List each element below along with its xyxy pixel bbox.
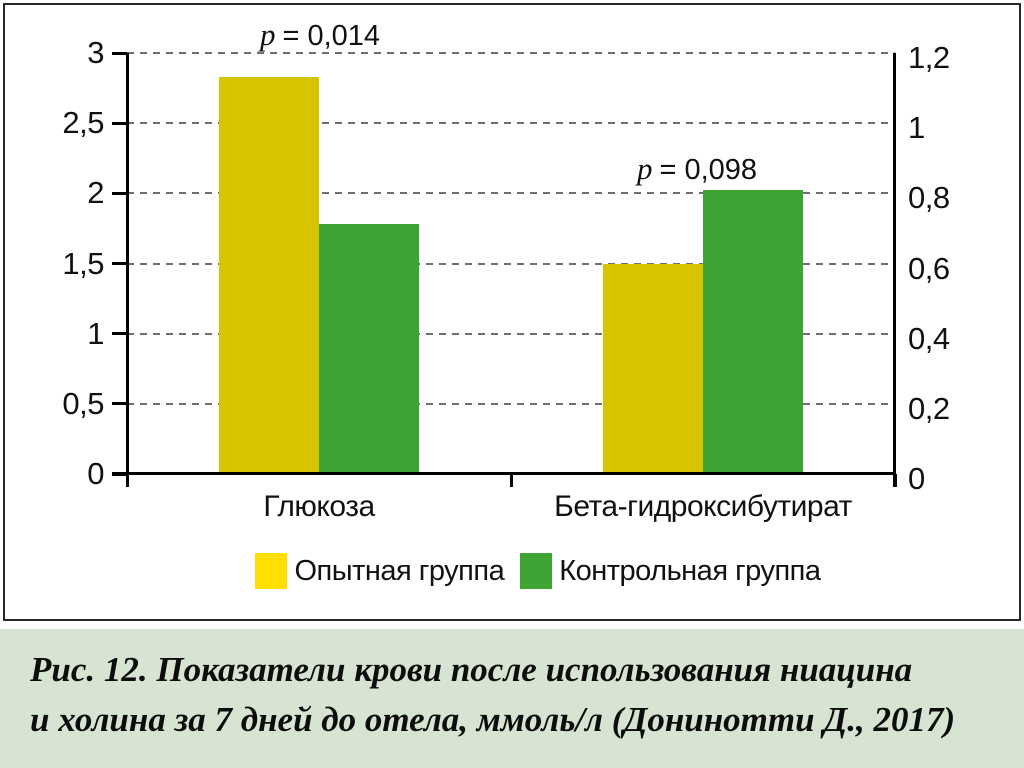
x-axis-tick: [509, 474, 513, 487]
gridline: [127, 52, 895, 54]
x-axis-tick: [125, 474, 129, 487]
experimental-group-swatch: [255, 553, 288, 589]
caption-line-2: и холина за 7 дней до отела, ммоль/л (До…: [30, 700, 956, 739]
caption-line-1: Рис. 12. Показатели крови после использо…: [30, 650, 913, 689]
left-axis-tick: [112, 191, 127, 195]
caption-band: Рис. 12. Показатели крови после использо…: [0, 629, 1024, 768]
chart-panel: p = 0,014 p = 0,098 Глюкоза Бета-гидроксиб…: [3, 3, 1021, 621]
legend-item-control: Контрольная группа: [520, 553, 821, 589]
p-value-annotation-glucose: p = 0,014: [260, 17, 380, 53]
p-symbol: p: [636, 151, 653, 186]
legend-item-experimental: Опытная группа: [255, 553, 505, 589]
gridline: [127, 402, 895, 405]
category-label-bhb: Бета-гидроксибутират: [554, 490, 852, 523]
right-axis-tick-label: 0,4: [908, 320, 950, 356]
x-axis-tick: [893, 474, 897, 487]
bar-glucose-experimental: [219, 76, 319, 474]
bar-bhb-control: [703, 189, 803, 474]
figure-caption: Рис. 12. Показатели крови после использо…: [0, 629, 1024, 745]
gridline: [127, 122, 895, 125]
left-axis-tick-label: 1,5: [62, 245, 104, 281]
left-axis-tick-label: 3: [87, 35, 104, 70]
right-axis-tick-label: 0,6: [908, 250, 950, 286]
left-axis-tick: [112, 121, 127, 125]
bar-glucose-control: [319, 224, 419, 474]
left-axis-tick-label: 0: [87, 456, 104, 491]
right-axis-tick-label: 0: [908, 461, 925, 496]
right-axis-tick-label: 0,8: [908, 180, 950, 216]
right-axis-tick-label: 1: [908, 110, 925, 146]
left-axis-tick: [112, 51, 127, 55]
category-label-glucose: Глюкоза: [263, 490, 375, 523]
p-value-annotation-bhb: p = 0,098: [637, 151, 757, 187]
plot-area: Глюкоза Бета-гидроксибутират 3 2,5 2 1,5 1 0,…: [62, 36, 950, 524]
p-symbol: p: [259, 17, 276, 52]
legend-label: Контрольная группа: [559, 554, 821, 587]
bar-bhb-experimental: [603, 263, 703, 474]
legend: Опытная группа Контрольная группа: [31, 553, 1024, 589]
left-axis-tick-label: 2,5: [62, 105, 104, 141]
right-axis-tick-label: 1,2: [908, 40, 950, 75]
right-axis-tick-label: 0,2: [908, 390, 950, 426]
left-axis-tick-label: 2: [87, 175, 104, 211]
x-axis-line: [112, 472, 895, 475]
left-axis-tick: [112, 262, 127, 265]
control-group-swatch: [520, 553, 553, 589]
gridline: [127, 262, 895, 265]
left-axis-tick: [112, 402, 127, 406]
left-axis-tick-label: 1: [87, 315, 104, 351]
left-axis-tick-label: 0,5: [62, 385, 104, 421]
gridline: [127, 332, 895, 335]
gridline: [127, 192, 895, 195]
p-value-text: = 0,014: [282, 20, 381, 52]
right-y-axis-line: [893, 53, 896, 487]
left-y-axis-line: [126, 53, 129, 487]
left-axis-tick: [112, 332, 127, 336]
legend-label: Опытная группа: [294, 554, 505, 587]
p-value-text: = 0,098: [659, 154, 758, 186]
